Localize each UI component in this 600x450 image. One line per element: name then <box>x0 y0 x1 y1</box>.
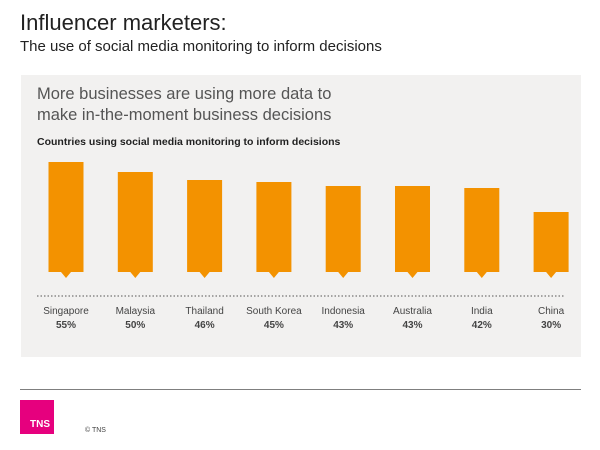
bar-south-korea <box>256 182 292 278</box>
category-label: South Korea <box>246 306 302 317</box>
bar-china <box>533 212 569 278</box>
bar-singapore <box>48 162 84 278</box>
category-label: Singapore <box>43 306 89 317</box>
page-subtitle: The use of social media monitoring to in… <box>20 38 382 55</box>
bar-thailand <box>187 180 223 278</box>
bar-india <box>464 188 500 278</box>
category-label: Indonesia <box>322 306 366 317</box>
category-label: China <box>538 306 565 317</box>
footer-divider <box>20 389 581 390</box>
panel-headline: More businesses are using more data to m… <box>37 85 332 124</box>
copyright-text: © TNS <box>85 427 106 434</box>
category-label: Thailand <box>185 306 223 317</box>
logo-text: TNS <box>30 419 50 430</box>
bar-indonesia <box>325 186 361 278</box>
category-label: Malaysia <box>116 306 156 317</box>
category-label: Australia <box>393 306 432 317</box>
page-title: Influencer marketers: <box>20 10 227 35</box>
bar-chart: Singapore 55% Malaysia 50% Thailand 46% South … <box>37 162 569 331</box>
bar-australia <box>395 186 430 278</box>
category-label: India <box>471 306 493 317</box>
value-label: 50% <box>125 320 145 331</box>
value-label: 30% <box>541 320 561 331</box>
chart-panel: More businesses are using more data to m… <box>21 75 581 357</box>
value-label: 45% <box>264 320 284 331</box>
value-label: 55% <box>56 320 76 331</box>
value-label: 46% <box>195 320 215 331</box>
value-label: 42% <box>472 320 492 331</box>
tns-logo: TNS <box>20 400 54 434</box>
value-label: 43% <box>333 320 353 331</box>
bar-malaysia <box>117 172 153 278</box>
chart-caption: Countries using social media monitoring … <box>37 136 341 148</box>
value-label: 43% <box>402 320 422 331</box>
